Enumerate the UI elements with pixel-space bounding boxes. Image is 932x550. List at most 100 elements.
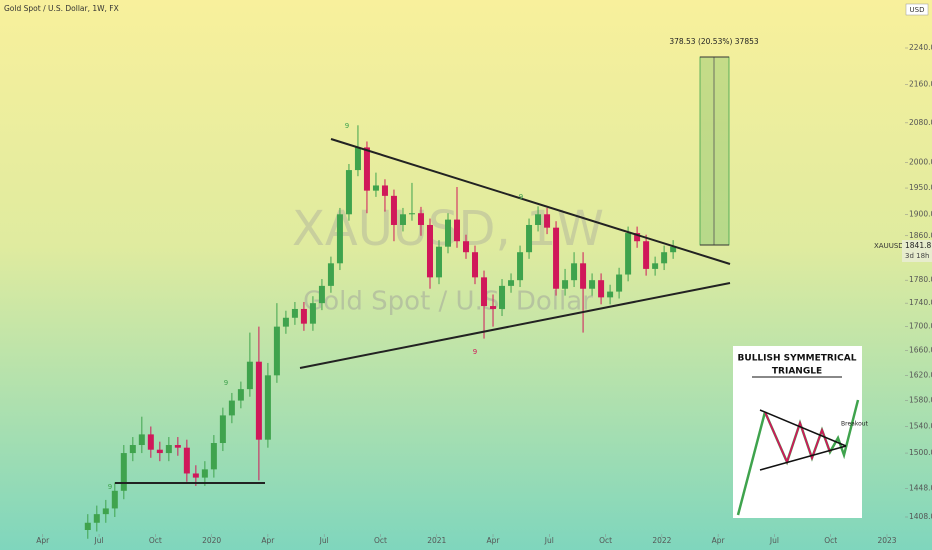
y-tick-label: 1860.00 bbox=[909, 231, 932, 240]
chart-title: Gold Spot / U.S. Dollar, 1W, FX bbox=[4, 4, 119, 13]
candle-body bbox=[472, 252, 479, 278]
inset-leg bbox=[736, 411, 767, 516]
candle-body bbox=[201, 469, 208, 478]
candle-body bbox=[562, 280, 569, 289]
x-tick-label: 2022 bbox=[652, 536, 671, 545]
candle-body bbox=[598, 280, 605, 298]
x-tick-label: Oct bbox=[374, 536, 387, 545]
candle-body bbox=[508, 280, 515, 286]
sequence-mark: 9 bbox=[473, 348, 477, 356]
candle-body bbox=[246, 361, 253, 390]
y-tick-label: 1700.00 bbox=[909, 322, 932, 331]
candle-body bbox=[318, 285, 325, 304]
candle-body bbox=[463, 241, 470, 253]
candle-body bbox=[345, 170, 352, 215]
y-tick-label: 1580.00 bbox=[909, 396, 932, 405]
y-tick-label: 2000.00 bbox=[909, 157, 932, 166]
y-tick-label: 1620.00 bbox=[909, 370, 932, 379]
candle-body bbox=[300, 308, 307, 324]
candle-body bbox=[444, 219, 451, 247]
candle-body bbox=[652, 263, 659, 269]
x-tick-label: Apr bbox=[487, 536, 501, 545]
candle-body bbox=[237, 389, 244, 401]
inset-breakout: Breakout bbox=[841, 421, 869, 428]
currency-badge bbox=[905, 3, 929, 16]
candle-body bbox=[426, 224, 433, 278]
candle-body bbox=[129, 445, 136, 454]
candle-body bbox=[183, 447, 190, 474]
x-tick-label: 2020 bbox=[202, 536, 221, 545]
y-tick-label: 1448.00 bbox=[909, 484, 932, 493]
candle-body bbox=[381, 185, 388, 196]
candle-body bbox=[84, 522, 91, 530]
candle-body bbox=[363, 147, 370, 191]
candle-body bbox=[526, 224, 533, 253]
candle-body bbox=[120, 453, 127, 491]
candle-body bbox=[634, 233, 641, 242]
y-tick-label: 1780.00 bbox=[909, 275, 932, 284]
y-tick-label: 1540.00 bbox=[909, 421, 932, 430]
inset: BULLISH SYMMETRICAL TRIANGLE Breakout AL… bbox=[733, 346, 869, 518]
candle-body bbox=[616, 274, 623, 292]
inset-upper bbox=[759, 409, 847, 447]
candle-body bbox=[102, 508, 109, 515]
candle-body bbox=[435, 246, 442, 278]
candle-body bbox=[309, 303, 316, 324]
candle-body bbox=[553, 227, 560, 289]
x-tick-label: Oct bbox=[149, 536, 162, 545]
symbol-label: XAUUSD bbox=[874, 242, 904, 250]
candle-body bbox=[408, 213, 415, 215]
candle-body bbox=[93, 514, 100, 523]
candle-body bbox=[625, 233, 632, 275]
candle-body bbox=[174, 445, 181, 448]
candle-body bbox=[390, 195, 397, 225]
x-tick-label: Apr bbox=[712, 536, 726, 545]
y-tick-label: 1740.00 bbox=[909, 298, 932, 307]
candle-body bbox=[273, 326, 280, 376]
candle-body bbox=[499, 285, 506, 309]
candle-body bbox=[670, 246, 677, 253]
candle-body bbox=[544, 214, 551, 228]
y-tick-label: 2080.00 bbox=[909, 118, 932, 127]
candle-body bbox=[354, 147, 361, 171]
x-tick-label: Apr bbox=[36, 536, 50, 545]
candles bbox=[84, 125, 677, 539]
projection-box bbox=[699, 56, 730, 246]
currency: USD bbox=[910, 6, 925, 14]
y-tick-label: 2240.00 bbox=[909, 43, 932, 52]
candle-body bbox=[192, 473, 199, 478]
trendline-upper bbox=[330, 138, 731, 265]
candle-body bbox=[255, 361, 262, 440]
y-tick-label: 1408.00 bbox=[909, 512, 932, 521]
candle-body bbox=[210, 443, 217, 470]
candle-body bbox=[372, 185, 379, 191]
candle-body bbox=[264, 375, 271, 440]
candle-body bbox=[661, 252, 668, 264]
x-tick-label: Jul bbox=[544, 536, 554, 545]
last-price: 1841.81 bbox=[905, 241, 932, 250]
candle-body bbox=[138, 434, 145, 446]
candle-body bbox=[481, 277, 488, 307]
candle-body bbox=[111, 490, 118, 509]
inset-title: BULLISH SYMMETRICAL bbox=[738, 354, 857, 364]
watermark-sub: Gold Spot / U.S. Dollar bbox=[303, 287, 593, 317]
inset-title: TRIANGLE bbox=[772, 367, 822, 377]
x-tick-label: Jul bbox=[319, 536, 329, 545]
candle-body bbox=[517, 252, 524, 281]
candle-body bbox=[399, 214, 406, 225]
candle-body bbox=[571, 263, 578, 281]
candle-body bbox=[156, 449, 163, 454]
y-tick-label: 1660.00 bbox=[909, 346, 932, 355]
sequence-mark: 9 bbox=[345, 122, 349, 130]
candle-body bbox=[165, 445, 172, 454]
candle-body bbox=[580, 263, 587, 289]
candle-body bbox=[417, 213, 424, 225]
trendline-lower bbox=[299, 282, 731, 369]
inset-path-down bbox=[764, 411, 831, 465]
y-tick-label: 1950.00 bbox=[909, 183, 932, 192]
sequence-mark: 9 bbox=[519, 193, 523, 201]
x-tick-label: Oct bbox=[824, 536, 837, 545]
candle-body bbox=[589, 280, 596, 289]
y-tick-label: 1500.00 bbox=[909, 448, 932, 457]
